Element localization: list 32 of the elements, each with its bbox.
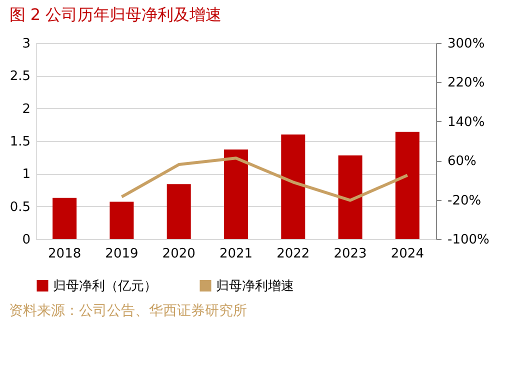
y-tick-label: 1.5 [10,134,30,150]
y-tick-label: 2 [22,102,30,117]
legend-label: 归母净利增速 [216,278,294,294]
x-tick-label: 2019 [105,246,138,262]
y2-tick-label: 300% [448,36,485,52]
y2-tick-label: 220% [448,76,485,91]
x-tick-label: 2024 [390,246,424,262]
bar [224,149,248,239]
y2-tick-label: -100% [448,232,490,248]
x-tick-label: 2022 [276,246,310,262]
y-tick-label: 0 [22,232,30,248]
bar [166,184,191,239]
y-tick-label: 1 [22,167,30,182]
x-tick-label: 2021 [219,246,253,262]
y-tick-label: 0.5 [10,200,30,215]
bar [395,132,420,239]
y-tick-label: 2.5 [10,69,30,84]
y2-tick-label: 140% [448,114,485,130]
bar [52,198,77,239]
line-series [120,156,409,202]
bar [281,134,306,239]
legend-label: 归母净利（亿元） [53,278,157,294]
y-tick-label: 3 [22,36,30,52]
bar [338,155,362,239]
bar [110,202,134,239]
x-tick-label: 2023 [334,246,367,262]
chart-title: 图 2 公司历年归母净利及增速 [9,5,222,24]
x-tick-label: 2018 [48,246,82,262]
text: 资料来源：公司公告、华西证券研究所 [8,303,247,319]
y2-tick-label: -20% [448,193,482,208]
x-tick-label: 2020 [162,246,196,262]
y2-tick-label: 60% [448,154,476,170]
